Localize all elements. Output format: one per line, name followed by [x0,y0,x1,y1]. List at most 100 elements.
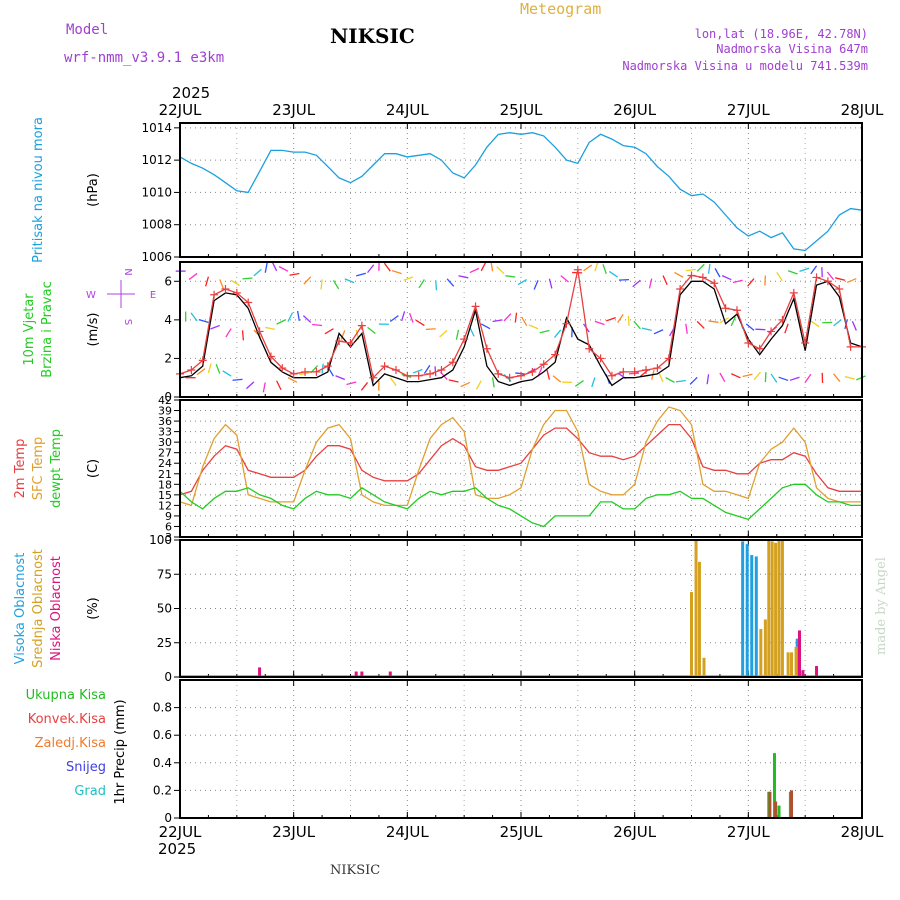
gust-marker [664,354,673,363]
y-tick-label: 25 [157,636,172,650]
panel-pressure: 1006 1008 1010 1012 1014 Pritisak na nivou mo… [31,117,863,264]
wind-arrow [344,278,355,284]
model-elevation-label: Nadmorska Visina u modelu 741.539m [622,59,868,73]
bar-srednja-oblacnost [767,540,771,677]
wind-arrow [480,323,491,330]
y-tick-label: 75 [157,567,172,581]
wind-arrow [594,261,599,272]
series-line-dewpt-temp [179,483,862,528]
wind-arrow [287,377,298,383]
gust-marker [653,364,662,373]
wind-arrow [391,270,402,275]
bar-srednja-oblacnost [780,540,784,677]
gust-marker [437,366,446,374]
y-tick-label: 0 [164,390,172,404]
x-day-label-top: 23JUL [272,101,315,119]
gust-marker [539,360,548,369]
bar-konvek.kisa [774,801,778,818]
y-tick-label: 0 [164,811,172,825]
wind-arrow [423,364,431,374]
compass-west-label: W [86,290,96,301]
precip-legend-label: Ukupna Kisa [26,688,106,703]
wind-arrow [617,313,624,323]
wind-arrow [491,377,495,388]
bar-srednja-oblacnost [794,646,798,677]
x-day-label-top: 27JUL [727,101,770,119]
model-label: Model [66,22,108,38]
wind-arrow [302,315,312,323]
wind-arrow [633,320,641,330]
wind-arrow [458,275,469,279]
year-top: 2025 [172,84,210,102]
wind-arrow [207,363,212,374]
wind-arrow [745,323,755,331]
wind-arrow [627,315,630,326]
wind-arrow [856,375,866,381]
precip-legend-label: Konvek.Kisa [28,712,106,727]
y-tick-label: 1010 [141,185,172,199]
wind-arrow [446,278,455,287]
gust-marker [266,352,275,361]
y-tick-label: 9 [165,510,172,523]
gust-marker [812,273,821,282]
wind-arrow [730,316,736,327]
bar-srednja-oblacnost [697,561,701,677]
wind-arrow [714,268,721,278]
axis-label-line: Visoka Oblacnost [13,553,28,665]
gust-marker [596,354,605,363]
series-line-2m-temp [179,423,862,496]
gust-marker [391,366,400,374]
y-tick-label: 21 [158,468,172,481]
wind-arrow [591,377,596,388]
axis-label-line: dewpt Temp [49,429,64,508]
wind-arrow [810,265,818,275]
wind-arrow [721,275,732,281]
x-day-label-bottom: 26JUL [613,823,656,841]
wind-arrow [303,276,312,285]
wind-arrow [225,328,232,338]
gust-marker [323,362,332,371]
wind-arrow [389,315,399,323]
y-tick-label: 27 [158,447,172,460]
wind-arrow [784,323,789,334]
gust-marker [426,369,435,378]
y-tick-label: 36 [158,415,172,428]
panel-frame [179,679,863,819]
wind-arrow [232,378,243,381]
gust-marker [380,362,389,371]
axis-label-line: 10m Vjetar [22,293,37,366]
wind-arrow [719,372,726,382]
wind-arrow [528,324,539,330]
bar-niska-oblacnost [360,671,364,677]
y-tick-label: 18 [158,478,172,491]
wind-arrow [632,279,641,288]
gust-marker [460,335,469,344]
station-title: NIKSIC [330,24,415,48]
wind-arrow [833,319,842,327]
gust-marker [573,265,582,274]
gust-marker [835,285,844,293]
y-tick-label: 4 [164,313,172,327]
wind-arrow [253,268,262,277]
gust-marker [528,367,537,376]
wind-arrow [230,279,240,287]
wind-arrow [367,326,376,335]
wind-arrow [515,372,526,375]
series-line-gust_red [179,269,862,380]
axis-unit: 1hr Precip (mm) [113,699,128,804]
wind-arrow [356,272,367,277]
bar-srednja-oblacnost [777,540,781,677]
wind-arrow [480,261,487,272]
wind-arrow [276,380,282,391]
bar-srednja-oblacnost [763,619,767,677]
y-tick-label: 100 [149,533,172,547]
elevation-label: Nadmorska Visina 647m [716,42,868,56]
x-day-label-bottom: 22JUL [159,823,202,841]
gust-marker [551,350,560,359]
wind-arrow [731,373,741,379]
bar-niska-oblacnost [797,630,801,677]
y-tick-label: 1012 [141,153,172,167]
wind-arrow [296,310,300,321]
wind-arrow [367,264,375,274]
wind-arrow [707,263,711,274]
